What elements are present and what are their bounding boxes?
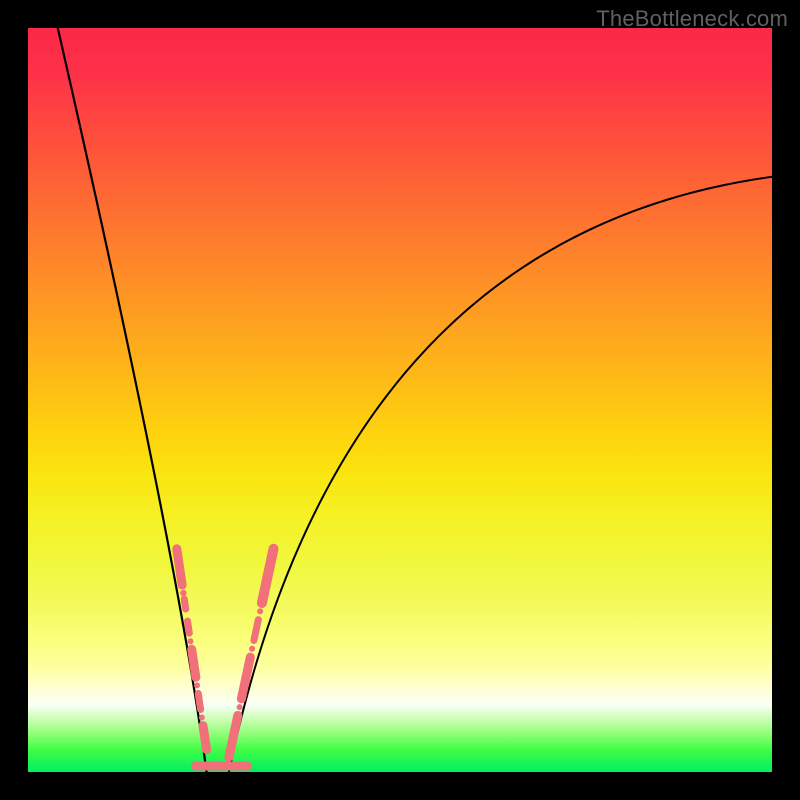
marker-beads-left-segment-0 [177, 549, 182, 585]
chart-plot-area [28, 28, 772, 772]
marker-beads-right-segment-2 [254, 620, 258, 641]
marker-beads-left-segment-2 [188, 621, 190, 633]
bottleneck-curve-chart [28, 28, 772, 772]
marker-beads-left-dot-3 [199, 715, 205, 721]
marker-beads-left-dot-1 [187, 638, 193, 644]
marker-beads-left-segment-1 [184, 599, 185, 609]
marker-beads-right-dot-2 [257, 608, 263, 614]
marker-beads-right-dot-0 [237, 704, 243, 710]
marker-beads-left-segment-3 [192, 649, 196, 677]
marker-beads-left-dot-0 [180, 590, 186, 596]
marker-beads-left-segment-4 [198, 693, 200, 709]
marker-beads-left-dot-2 [194, 682, 200, 688]
marker-beads-right-dot-1 [249, 646, 255, 652]
marker-beads-left-segment-5 [203, 726, 207, 750]
watermark-text: TheBottleneck.com [596, 6, 788, 32]
